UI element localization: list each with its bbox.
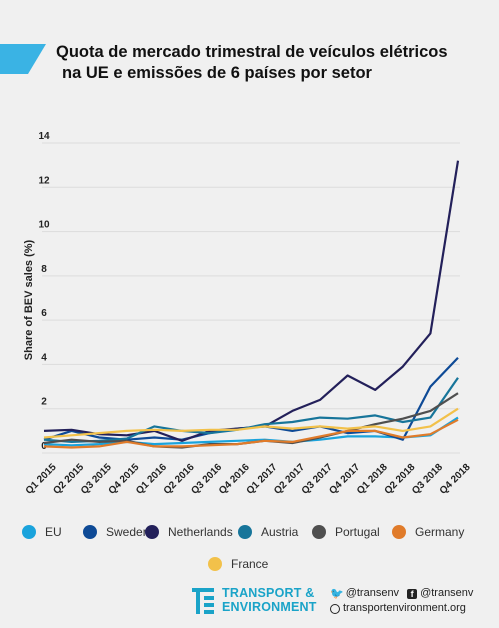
- legend-item-sweden: Sweden: [83, 525, 149, 539]
- legend-swatch: [145, 525, 159, 539]
- legend-swatch: [392, 525, 406, 539]
- brand-name: TRANSPORT & ENVIRONMENT: [222, 586, 317, 614]
- series-line-netherlands: [43, 160, 460, 442]
- legend-label: France: [231, 557, 269, 571]
- title-line-1: Quota de mercado trimestral de veículos …: [56, 43, 448, 61]
- chart-title: Quota de mercado trimestral de veículos …: [56, 42, 476, 84]
- legend-item-eu: EU: [22, 525, 62, 539]
- legend-item-germany: Germany: [392, 525, 464, 539]
- twitter-icon: 🐦: [330, 587, 344, 600]
- y-tick-label: 8: [41, 264, 47, 275]
- legend-swatch: [22, 525, 36, 539]
- y-tick-label: 14: [38, 131, 50, 142]
- series-line-france: [43, 407, 459, 439]
- gridlines: [42, 142, 460, 454]
- series-line-germany: [43, 418, 459, 449]
- legend-item-netherlands: Netherlands: [145, 525, 233, 539]
- y-tick-label: 10: [38, 220, 50, 231]
- website-link[interactable]: transportenvironment.org: [343, 602, 466, 614]
- legend-label: Austria: [261, 525, 299, 539]
- facebook-handle[interactable]: @transenv: [420, 587, 474, 599]
- y-axis-label: Share of BEV sales (%): [23, 239, 35, 360]
- legend-swatch: [312, 525, 326, 539]
- y-tick-label: 4: [41, 352, 47, 363]
- title-line-2: na UE e emissões de 6 países por setor: [62, 64, 372, 82]
- legend-swatch: [238, 525, 252, 539]
- legend-swatch: [83, 525, 97, 539]
- series-line-eu: [43, 416, 459, 447]
- legend-label: EU: [45, 525, 62, 539]
- brand-line-1: TRANSPORT &: [222, 586, 315, 600]
- social-links: 🐦 @transenv f @transenv transportenviron…: [330, 586, 473, 616]
- brand-line-2: ENVIRONMENT: [222, 600, 317, 614]
- legend-label: Netherlands: [168, 525, 233, 539]
- legend-item-france: France: [208, 557, 268, 571]
- y-tick-label: 2: [41, 397, 47, 408]
- facebook-icon: f: [407, 588, 418, 599]
- legend-item-austria: Austria: [238, 525, 298, 539]
- legend-label: Sweden: [106, 525, 150, 539]
- transport-environment-logo-icon: [192, 588, 214, 614]
- legend-swatch: [208, 557, 222, 571]
- y-tick-label: 6: [41, 308, 47, 319]
- series-lines: [43, 160, 460, 449]
- legend-label: Germany: [415, 525, 465, 539]
- corner-accent-shape: [0, 44, 46, 74]
- legend-label: Portugal: [335, 525, 380, 539]
- legend-item-portugal: Portugal: [312, 525, 380, 539]
- y-tick-label: 12: [38, 175, 50, 186]
- twitter-handle[interactable]: @transenv: [345, 587, 400, 599]
- x-tick-label: Q4 2018: [438, 462, 473, 497]
- globe-icon: [330, 603, 340, 614]
